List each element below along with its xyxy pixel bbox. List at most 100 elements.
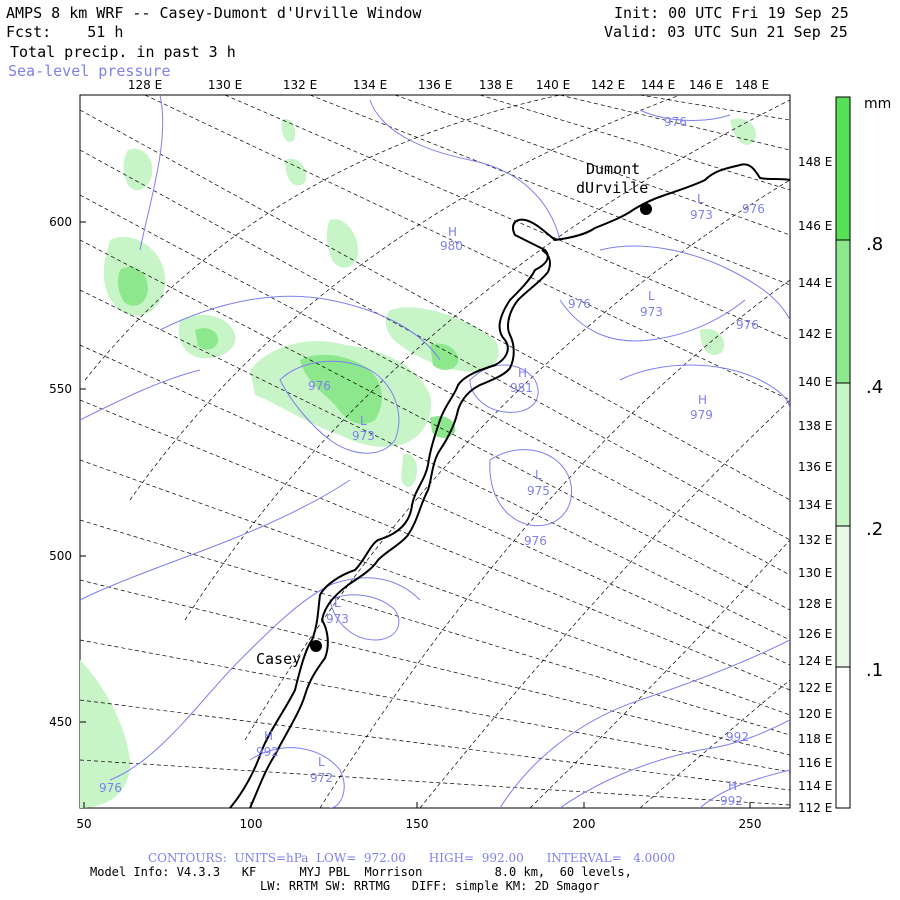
- lon-label-right: 136 E: [798, 460, 832, 474]
- lon-label-top: 140 E: [536, 78, 570, 92]
- isobar: [80, 479, 351, 601]
- isobar: [469, 364, 539, 413]
- lon-label-right: 114 E: [798, 779, 832, 793]
- precip-area: [730, 118, 756, 145]
- isobar: [80, 369, 201, 421]
- colorbar-band: [836, 97, 850, 240]
- meridian-line: [80, 149, 790, 541]
- pressure-center-value: 973: [326, 612, 349, 626]
- pressure-center-type: H: [518, 366, 527, 380]
- isobar: [329, 594, 400, 641]
- lat-lon-grid: [80, 95, 790, 808]
- colorbar-level-label: .2: [866, 519, 883, 540]
- contour-field-name: Sea-level pressure: [8, 62, 171, 80]
- lon-label-right: 138 E: [798, 419, 832, 433]
- pressure-center-value: 973: [352, 429, 375, 443]
- pressure-center-value: 980: [440, 239, 463, 253]
- isobar-label: 976: [308, 379, 331, 393]
- isobar: [159, 295, 441, 361]
- meridian-line: [80, 194, 790, 576]
- lon-label-right: 126 E: [798, 627, 832, 641]
- lon-label-right: 148 E: [798, 155, 832, 169]
- lon-label-top: 130 E: [208, 78, 242, 92]
- station-label-dumont-durville: dUrville: [576, 179, 648, 197]
- x-tick-label: 150: [406, 817, 429, 831]
- precip-area: [285, 158, 307, 186]
- lon-label-top: 138 E: [479, 78, 513, 92]
- meridian-line: [80, 399, 790, 691]
- isobar: [599, 245, 790, 321]
- map-title: AMPS 8 km WRF -- Casey-Dumont d'Urville …: [6, 4, 422, 22]
- lon-label-top: 142 E: [591, 78, 625, 92]
- forecast-hour: Fcst: 51 h: [6, 23, 124, 41]
- colorbar-unit: mm: [864, 96, 891, 112]
- meridian-line: [80, 579, 790, 756]
- lon-label-right: 144 E: [798, 276, 832, 290]
- isobar: [109, 577, 421, 781]
- pressure-center-value: 972: [310, 771, 333, 785]
- colorbar-band: [836, 526, 850, 667]
- isobar-label: 976: [524, 534, 547, 548]
- isobar-label: 976: [736, 318, 759, 332]
- y-tick-label: 500: [49, 549, 72, 563]
- precip-area: [123, 148, 153, 191]
- colorbar-band: [836, 667, 850, 808]
- pressure-center-value: 973: [640, 305, 663, 319]
- lon-label-right: 134 E: [798, 498, 832, 512]
- colorbar: mm .8 .4 .2 .1: [835, 96, 891, 809]
- parallel-arc: [529, 539, 790, 808]
- lon-label-right: 146 E: [798, 219, 832, 233]
- pressure-center-type: L: [648, 289, 655, 303]
- isobar: [699, 769, 790, 808]
- precip-area: [195, 328, 219, 350]
- model-info-line2: LW: RRTM SW: RRTMG DIFF: simple KM: 2D S…: [260, 879, 600, 893]
- station-marker-casey: [310, 640, 322, 652]
- lon-label-top: 132 E: [283, 78, 317, 92]
- lon-label-right: 120 E: [798, 707, 832, 721]
- precip-area: [117, 266, 148, 306]
- parallel-arc: [184, 99, 790, 621]
- precip-area: [385, 307, 499, 372]
- x-tick-label: 200: [573, 817, 596, 831]
- lon-label-top: 144 E: [641, 78, 675, 92]
- parallel-arcs: [84, 95, 790, 808]
- isobar: [559, 299, 746, 342]
- isobar-label: 976: [742, 202, 765, 216]
- init-time: Init: 00 UTC Fri 19 Sep 25: [614, 4, 849, 22]
- colorbar-band: [836, 383, 850, 526]
- x-axis: 50 100 150 200 250: [76, 802, 761, 831]
- x-tick-label: 250: [739, 817, 762, 831]
- meridian-line: [80, 519, 790, 736]
- lon-label-right: 116 E: [798, 756, 832, 770]
- pressure-center-value: 992: [256, 745, 279, 759]
- x-tick-label: 50: [76, 817, 91, 831]
- pressure-center-value: 992: [720, 794, 743, 808]
- colorbar-level-label: .8: [866, 234, 883, 255]
- valid-time: Valid: 03 UTC Sun 21 Sep 25: [604, 23, 848, 41]
- isobar: [619, 364, 790, 411]
- isobar: [489, 449, 572, 527]
- parallel-arc: [419, 399, 790, 808]
- top-lon-labels: 128 E 130 E 132 E 134 E 136 E 138 E 140 …: [128, 78, 769, 92]
- station-label-casey: Casey: [256, 650, 301, 668]
- precip-area: [300, 354, 382, 425]
- coastline-path: [249, 249, 551, 808]
- meridian-line: [80, 239, 790, 611]
- meridian-lines: [80, 95, 790, 806]
- isobar-label: 976: [568, 297, 591, 311]
- station-label-dumont-durville: Dumont: [586, 160, 640, 178]
- precip-area: [401, 453, 418, 487]
- meridian-line: [639, 95, 790, 121]
- pressure-centers: H 980 L 973 L 973 H 981 H 979 L 975 L 97…: [256, 192, 743, 808]
- pressure-center-type: H: [448, 225, 457, 239]
- precip-area: [80, 660, 131, 808]
- isobar-labels: 976 976 976 976 976 976 976 992: [99, 115, 765, 795]
- pressure-center-type: H: [728, 779, 737, 793]
- meridian-line: [80, 109, 790, 501]
- lon-label-right: 142 E: [798, 327, 832, 341]
- lon-label-right: 112 E: [798, 801, 832, 815]
- meridian-line: [80, 639, 790, 773]
- meridian-line: [224, 95, 790, 341]
- pressure-center-type: L: [697, 192, 704, 206]
